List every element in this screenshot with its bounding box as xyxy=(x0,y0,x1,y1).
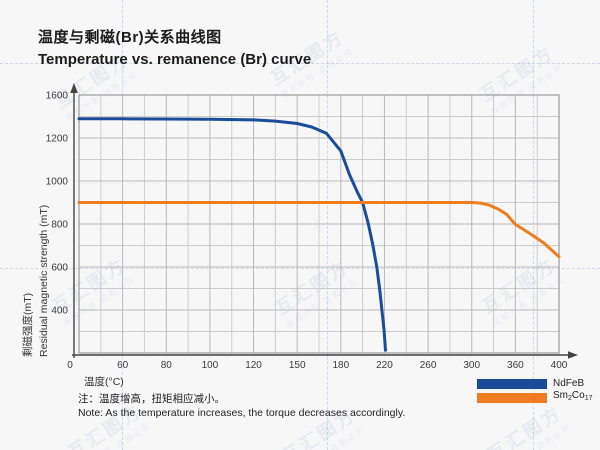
legend-label-co: Co xyxy=(571,390,585,401)
y-axis-title-zh: 剩磁强度(mT) xyxy=(22,292,34,357)
y-tick-label: 600 xyxy=(51,263,68,274)
x-tick-label: 120 xyxy=(245,360,262,371)
note-en: Note: As the temperature increases, the … xyxy=(78,406,406,419)
x-tick-label: 60 xyxy=(117,360,129,371)
x-tick-label: 150 xyxy=(289,360,306,371)
legend-label-sm2co17: Sm2Co17 xyxy=(553,391,593,404)
y-tick-label: 800 xyxy=(51,220,68,231)
x-axis-title: 温度(°C) xyxy=(84,376,124,388)
x-tick-label: 100 xyxy=(202,360,219,371)
legend-item-ndfeb: NdFeB xyxy=(477,378,593,389)
plot-border xyxy=(78,94,560,354)
watermark-guide-line xyxy=(533,0,534,450)
legend-label-sm: Sm xyxy=(553,390,568,401)
watermark-guide-line xyxy=(0,63,600,64)
note-zh: 注：温度增高，扭矩相应减小。 xyxy=(78,393,225,405)
watermark-guide-line xyxy=(0,268,600,269)
legend-swatch-ndfeb xyxy=(477,378,547,389)
legend: NdFeB Sm2Co17 xyxy=(477,378,593,406)
y-tick-label: 1000 xyxy=(46,177,69,188)
notes-block: 注：温度增高，扭矩相应减小。 Note: As the temperature … xyxy=(78,393,405,420)
x-tick-label: 400 xyxy=(551,360,568,371)
legend-item-sm2co17: Sm2Co17 xyxy=(477,391,593,404)
x-tick-label: 260 xyxy=(420,360,437,371)
title-block: 温度与剩磁(Br)关系曲线图 Temperature vs. remanence… xyxy=(38,26,311,68)
y-tick-label: 400 xyxy=(51,306,68,317)
legend-swatch-sm2co17 xyxy=(477,392,547,403)
y-tick-label: 1200 xyxy=(46,134,69,145)
y-tick-label: 1600 xyxy=(46,91,69,102)
series-sm2co17-line xyxy=(77,201,561,259)
y-axis-title-en: Residual magnetic strength (mT) xyxy=(38,204,50,357)
watermark-guide-line xyxy=(327,0,328,450)
x-axis-arrow-icon xyxy=(568,351,578,359)
x-tick-label: 360 xyxy=(507,360,524,371)
legend-label-sub17: 17 xyxy=(584,395,593,402)
series-ndfeb-line xyxy=(77,117,387,352)
y-axis-arrow-icon xyxy=(70,83,78,93)
chart-title-zh: 温度与剩磁(Br)关系曲线图 xyxy=(38,29,222,46)
legend-label-ndfeb: NdFeB xyxy=(553,377,585,389)
origin-tick-label: 0 xyxy=(67,360,73,371)
x-tick-label: 180 xyxy=(332,360,349,371)
x-tick-label: 220 xyxy=(376,360,393,371)
chart-title-en: Temperature vs. remanence (Br) curve xyxy=(38,51,312,68)
x-tick-label: 300 xyxy=(463,360,480,371)
legend-label-sub2: 2 xyxy=(568,395,572,402)
x-tick-label: 80 xyxy=(161,360,173,371)
